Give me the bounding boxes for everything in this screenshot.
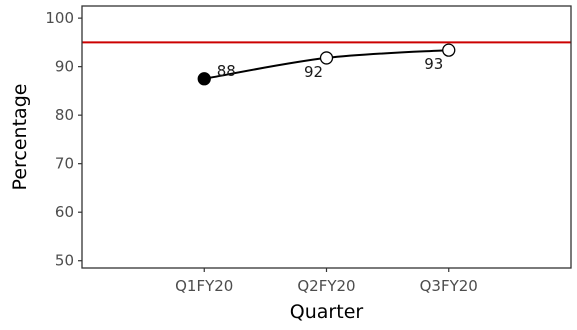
x-tick-label: Q3FY20	[420, 277, 478, 295]
y-tick-label: 100	[45, 9, 74, 27]
data-point	[442, 43, 456, 57]
plot-panel	[81, 5, 572, 269]
y-tick-label: 60	[55, 203, 74, 221]
x-tick-label: Q1FY20	[175, 277, 233, 295]
y-tick-label: 70	[55, 155, 74, 173]
y-tick-label: 90	[55, 58, 74, 76]
x-axis-title: Quarter	[290, 301, 364, 323]
y-axis-ticks: 50 60 70 80 90 100	[45, 9, 82, 270]
x-axis-ticks: Q1FY20 Q2FY20 Q3FY20	[175, 268, 478, 295]
data-point	[319, 51, 334, 65]
series-layer: 88 92 93	[197, 43, 456, 86]
y-tick-label: 50	[55, 252, 74, 270]
data-label: 93	[424, 55, 443, 73]
x-tick-label: Q2FY20	[297, 277, 355, 295]
data-label: 88	[217, 62, 236, 80]
data-label: 92	[304, 63, 323, 81]
data-point	[197, 72, 211, 86]
y-tick-label: 80	[55, 106, 74, 124]
y-axis-title: Percentage	[9, 84, 31, 191]
